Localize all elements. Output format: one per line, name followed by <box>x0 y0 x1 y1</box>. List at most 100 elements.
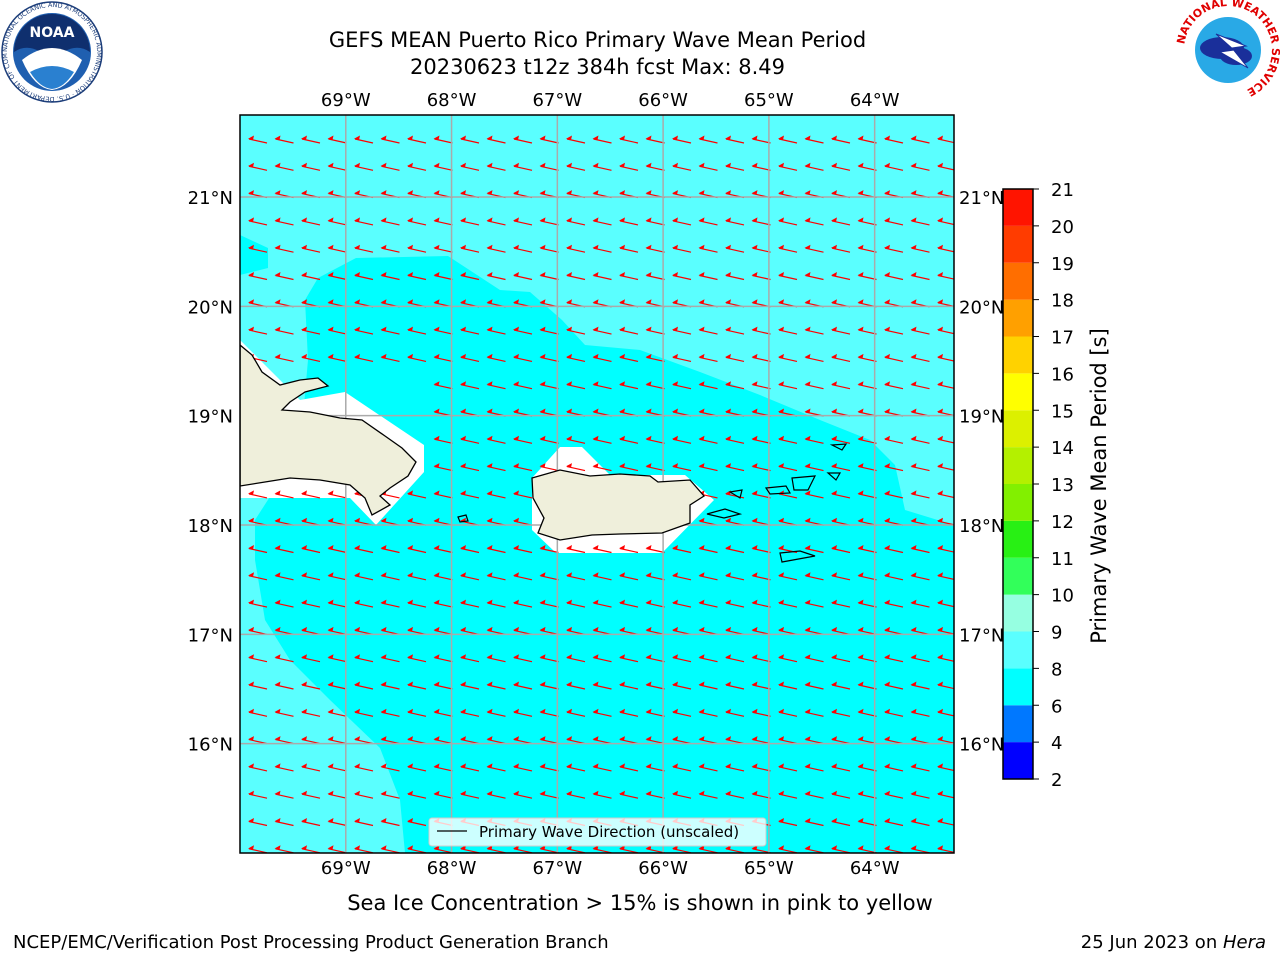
wave-arrow <box>884 763 904 772</box>
wave-arrow-head <box>380 162 387 168</box>
wave-arrow-head <box>672 408 678 413</box>
wave-arrow-head <box>937 162 943 168</box>
wave-arrow-head <box>672 244 678 250</box>
wave-arrow-head <box>433 545 440 550</box>
wave-arrow <box>433 435 453 444</box>
wave-arrow <box>857 353 877 362</box>
wave-arrow-head <box>539 681 546 686</box>
wave-arrow-head <box>778 736 784 741</box>
wave-arrow-head <box>751 790 758 796</box>
wave-arrow <box>380 545 400 554</box>
wave-arrow-head <box>645 381 652 386</box>
wave-arrow <box>778 162 798 171</box>
wave-arrow <box>407 545 427 554</box>
virgin-islands <box>764 485 792 495</box>
wave-arrow-head <box>751 135 758 140</box>
wave-arrow <box>380 326 400 335</box>
wave-arrow <box>592 353 612 362</box>
colorbar-tick-label: 20 <box>1051 217 1074 238</box>
wave-arrow <box>804 763 824 772</box>
wave-arrow-head <box>751 272 758 277</box>
wave-arrow-head <box>513 463 519 468</box>
wave-arrow <box>248 845 268 853</box>
wave-arrow <box>910 162 930 171</box>
wave-arrow <box>513 681 533 690</box>
wave-arrow-head <box>698 353 705 359</box>
wave-arrow <box>354 790 374 799</box>
wave-arrow-head <box>645 408 652 413</box>
wave-arrow-head <box>301 818 307 823</box>
wave-arrow <box>539 217 559 226</box>
wave-arrow-head <box>884 408 890 413</box>
wave-arrow-head <box>698 381 705 386</box>
wave-arrow-head <box>592 736 599 741</box>
wave-arrow <box>645 708 665 717</box>
wave-arrow <box>778 381 798 390</box>
wave-arrow-head <box>645 626 652 632</box>
wave-arrow-head <box>248 545 254 550</box>
wave-arrow-head <box>513 217 519 222</box>
wave-arrow <box>407 244 427 253</box>
wave-arrow-head <box>857 272 864 277</box>
wave-arrow <box>857 463 877 472</box>
wave-arrow-head <box>751 490 758 495</box>
wave-arrow-head <box>380 599 387 605</box>
wave-arrow <box>513 217 533 226</box>
wave-arrow-head <box>433 190 440 195</box>
wave-arrow-head <box>301 626 307 632</box>
wave-arrow-head <box>857 244 864 250</box>
wave-arrow <box>433 272 453 281</box>
wave-arrow <box>619 708 639 717</box>
wave-arrow-head <box>804 162 811 168</box>
wave-arrow <box>698 244 718 253</box>
wave-arrow <box>725 244 745 253</box>
wave-arrow-head <box>539 763 546 768</box>
wave-arrow <box>937 818 954 826</box>
wave-arrow-head <box>407 626 413 632</box>
colorbar-tick-label: 14 <box>1051 438 1074 459</box>
wave-arrow <box>672 135 692 144</box>
wave-arrow <box>725 708 745 717</box>
wave-arrow-head <box>460 545 466 550</box>
wave-arrow-head <box>698 708 705 714</box>
wave-arrow <box>486 463 506 472</box>
wave-arrow-head <box>274 708 281 714</box>
wave-arrow <box>672 272 692 281</box>
wave-arrow <box>592 217 612 226</box>
wave-arrow <box>619 463 639 472</box>
wave-arrow <box>592 272 612 281</box>
wave-arrow-head <box>937 517 943 523</box>
wave-arrow-head <box>645 763 652 768</box>
wave-arrow <box>513 272 533 281</box>
wave-arrow-head <box>433 763 440 768</box>
wave-arrow-head <box>380 708 387 714</box>
colorbar-segment <box>1003 705 1033 743</box>
wave-arrow <box>539 599 559 608</box>
wave-arrow <box>857 763 877 772</box>
wave-arrow-head <box>460 463 466 468</box>
wave-arrow-head <box>486 790 493 796</box>
wave-arrow-head <box>592 435 599 441</box>
wave-arrow-head <box>513 490 519 495</box>
wave-arrow <box>460 790 480 799</box>
wave-arrow-head <box>778 626 784 632</box>
wave-arrow <box>831 572 851 581</box>
wave-arrow <box>698 162 718 171</box>
wave-arrow <box>274 654 294 663</box>
wave-arrow-head <box>725 135 731 140</box>
wave-arrow-head <box>645 217 652 222</box>
wave-arrow-head <box>407 135 413 140</box>
wave-arrow <box>619 244 639 253</box>
wave-arrow <box>486 681 506 690</box>
wave-arrow <box>937 681 954 690</box>
wave-arrow <box>513 790 533 799</box>
wave-arrow-head <box>354 654 360 659</box>
wave-arrow <box>539 162 559 171</box>
wave-arrow <box>248 572 268 581</box>
wave-arrow-head <box>778 272 784 277</box>
wave-arrow <box>831 599 851 608</box>
wave-arrow-head <box>619 681 625 686</box>
wave-arrow-head <box>380 790 387 796</box>
wave-arrow-head <box>698 654 705 659</box>
lon-tick-label: 64°W <box>850 90 900 111</box>
